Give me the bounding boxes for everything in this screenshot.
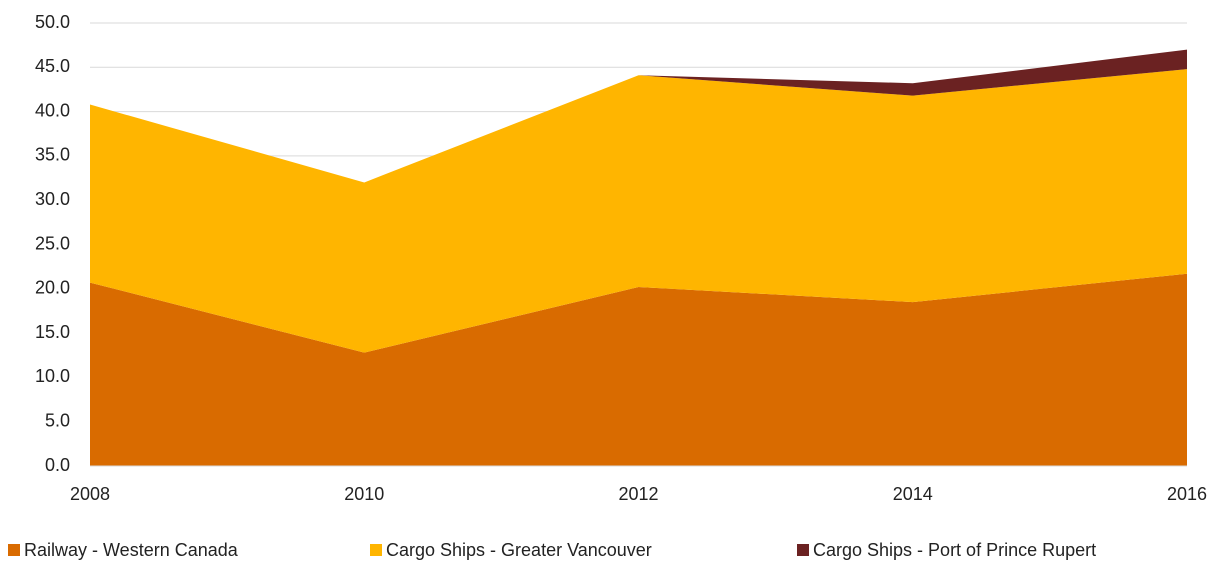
legend-swatch xyxy=(797,544,809,556)
legend-swatch xyxy=(8,544,20,556)
x-tick-label: 2010 xyxy=(344,484,384,504)
y-tick-label: 25.0 xyxy=(35,233,70,253)
y-tick-label: 30.0 xyxy=(35,189,70,209)
y-tick-label: 10.0 xyxy=(35,366,70,386)
x-tick-label: 2012 xyxy=(618,484,658,504)
legend-swatch xyxy=(370,544,382,556)
y-tick-label: 45.0 xyxy=(35,56,70,76)
y-tick-label: 15.0 xyxy=(35,322,70,342)
y-tick-label: 20.0 xyxy=(35,278,70,298)
y-tick-label: 0.0 xyxy=(45,455,70,475)
area xyxy=(90,69,1187,353)
legend-label: Railway - Western Canada xyxy=(24,540,239,560)
x-tick-label: 2008 xyxy=(70,484,110,504)
x-tick-label: 2014 xyxy=(893,484,933,504)
legend-label: Cargo Ships - Greater Vancouver xyxy=(386,540,652,560)
legend-label: Cargo Ships - Port of Prince Rupert xyxy=(813,540,1096,560)
x-tick-label: 2016 xyxy=(1167,484,1207,504)
y-tick-label: 40.0 xyxy=(35,100,70,120)
y-tick-label: 5.0 xyxy=(45,410,70,430)
area xyxy=(90,273,1187,466)
y-tick-label: 35.0 xyxy=(35,145,70,165)
y-tick-label: 50.0 xyxy=(35,12,70,32)
